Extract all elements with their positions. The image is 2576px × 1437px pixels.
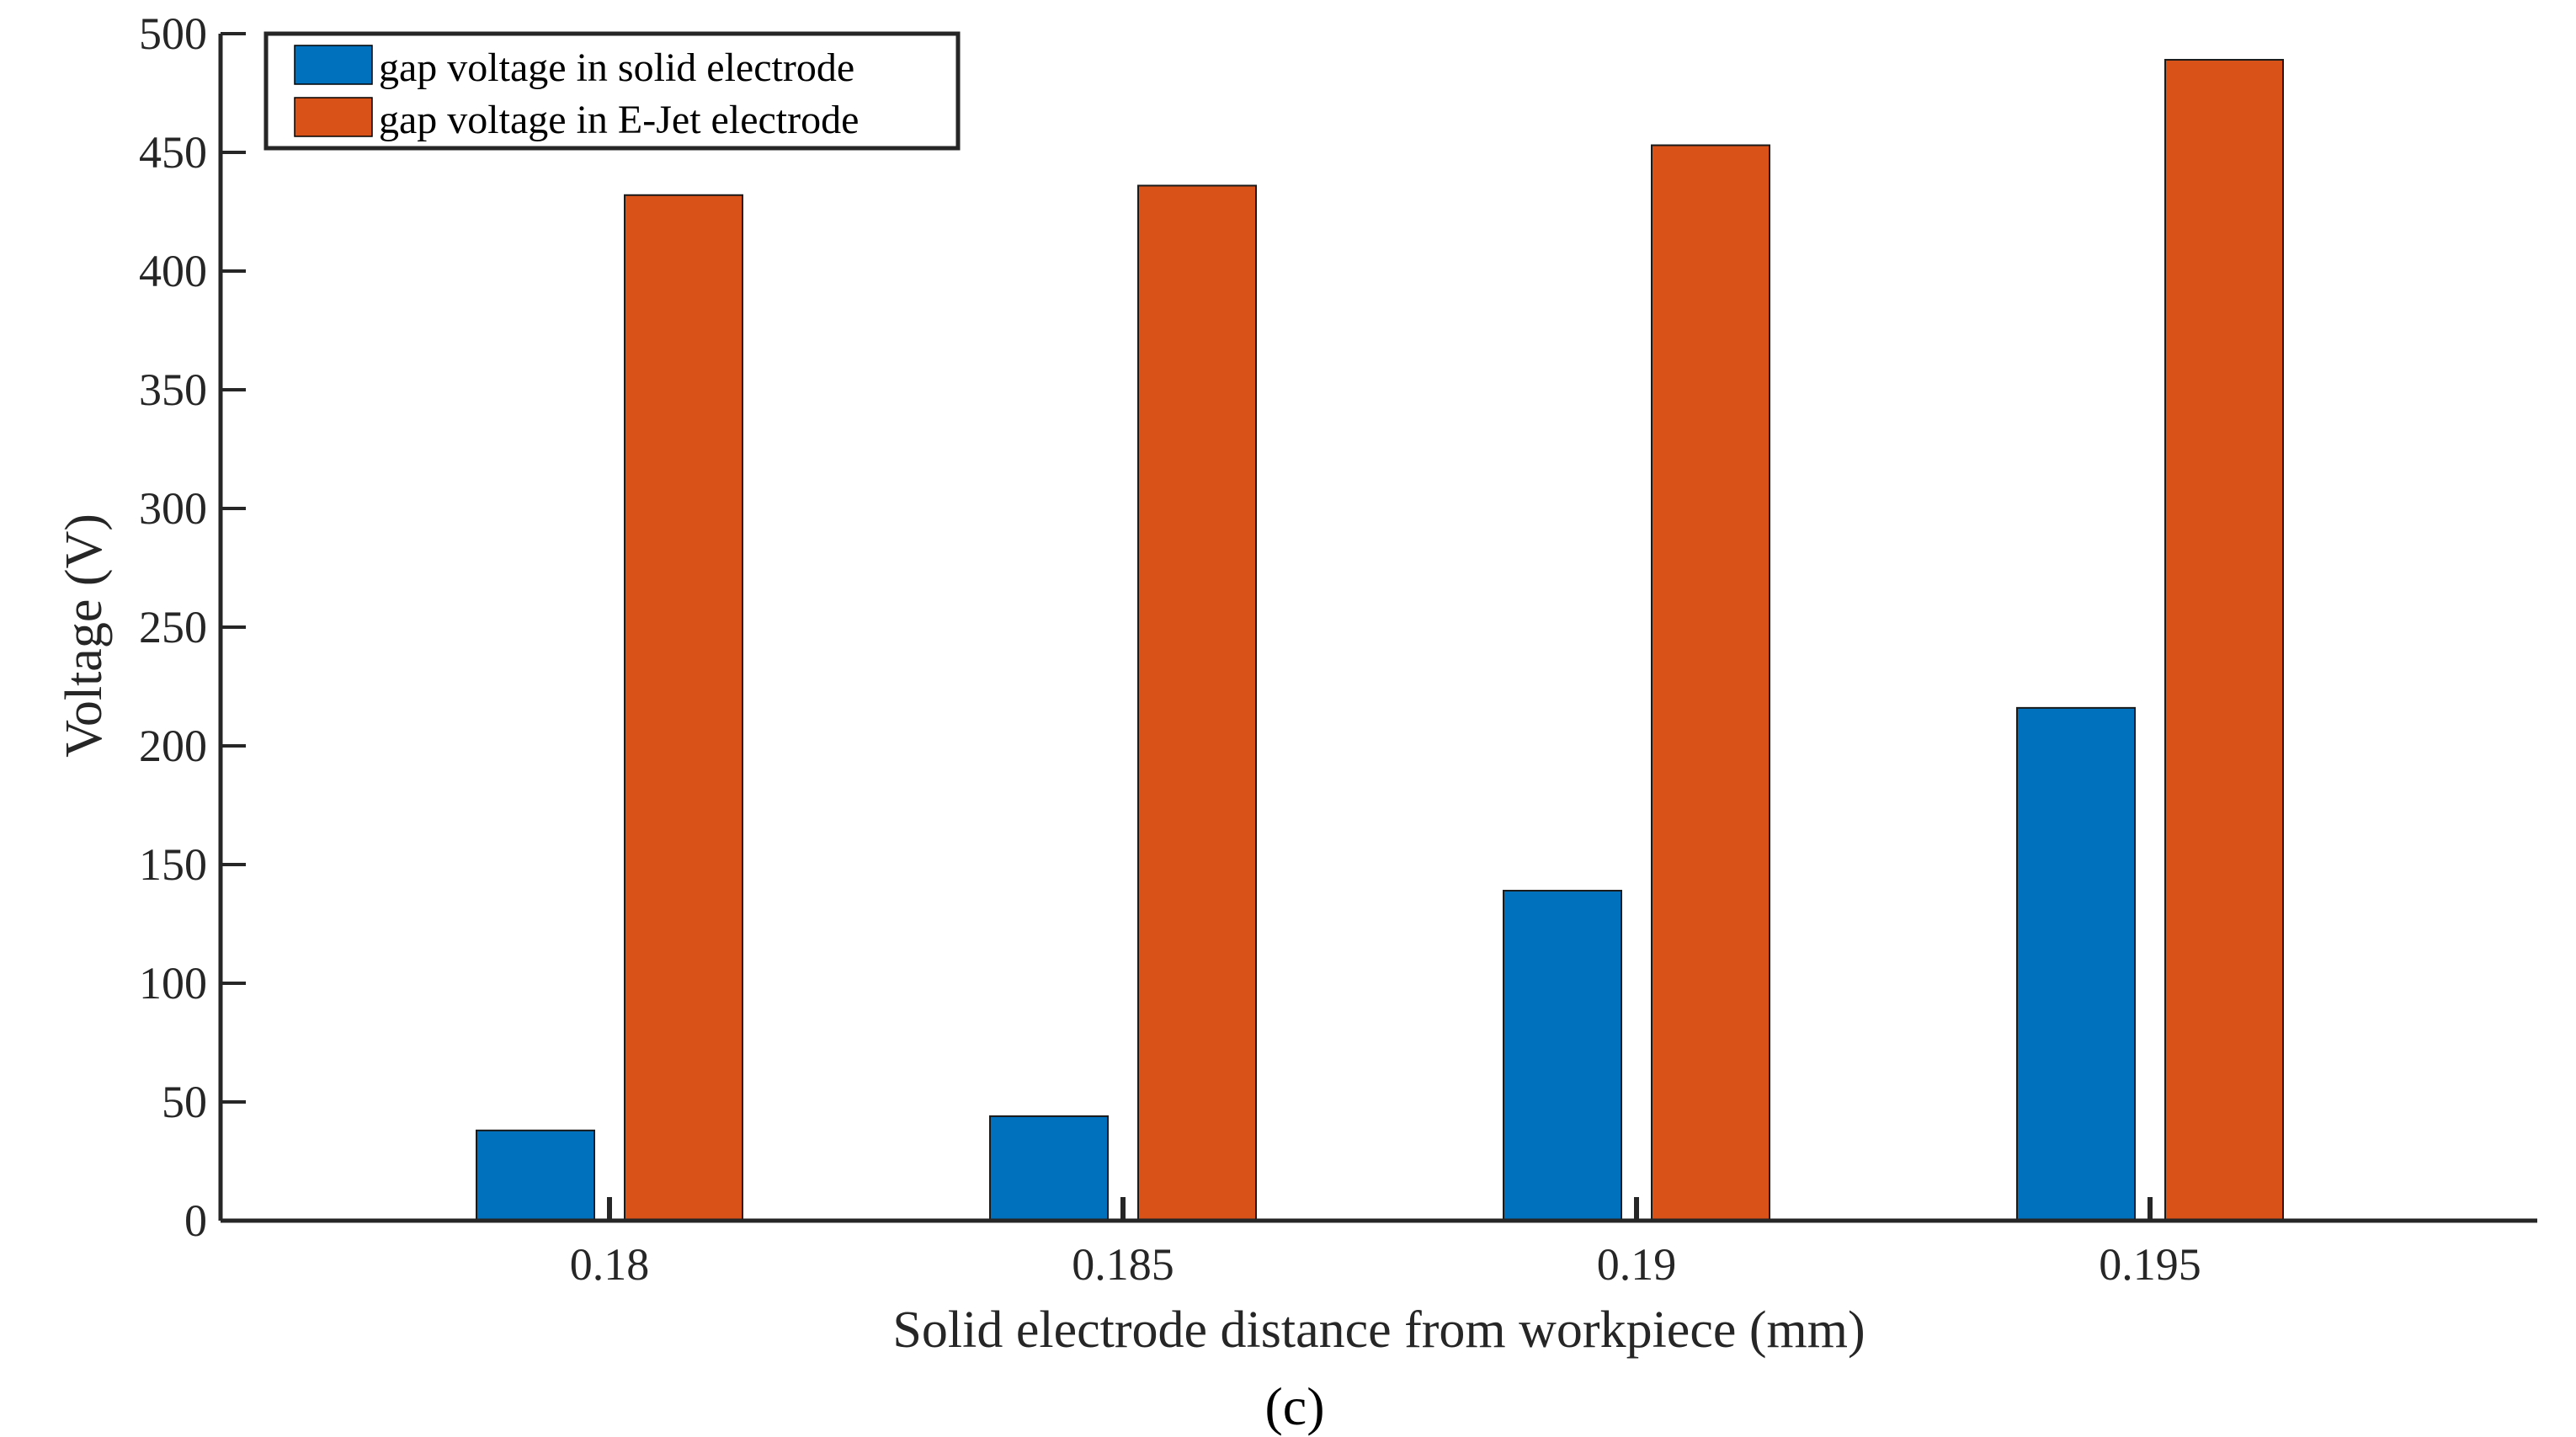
y-tick-label-500: 500 bbox=[139, 8, 207, 59]
bar-solid-0.18 bbox=[476, 1129, 595, 1221]
bar-ejet-0.19 bbox=[1651, 144, 1770, 1221]
legend-box bbox=[263, 31, 961, 151]
panel-label: (c) bbox=[1264, 1376, 1324, 1436]
bar-ejet-0.18 bbox=[624, 194, 743, 1221]
bars-layer bbox=[476, 59, 2284, 1222]
legend: gap voltage in solid electrode gap volta… bbox=[263, 31, 961, 151]
axes-layer: 0 50 100 150 200 250 300 350 400 450 500 0.18 0.185 0… bbox=[139, 8, 2537, 1290]
x-axis-title: Solid electrode distance from workpiece … bbox=[892, 1301, 1865, 1359]
legend-label-solid: gap voltage in solid electrode bbox=[379, 45, 854, 90]
y-tick-label-50: 50 bbox=[162, 1077, 207, 1127]
x-tick-label-0.185: 0.185 bbox=[1072, 1239, 1174, 1290]
legend-swatch-ejet bbox=[294, 97, 373, 137]
y-axis-title: Voltage (V) bbox=[56, 514, 113, 758]
y-tick-label-350: 350 bbox=[139, 365, 207, 415]
bar-ejet-0.195 bbox=[2164, 59, 2284, 1221]
x-tick-label-0.18: 0.18 bbox=[570, 1239, 650, 1290]
y-tick-label-150: 150 bbox=[139, 839, 207, 890]
y-tick-label-0: 0 bbox=[184, 1195, 207, 1246]
y-tick-label-450: 450 bbox=[139, 127, 207, 178]
legend-swatch-solid bbox=[294, 45, 373, 85]
bar-ejet-0.185 bbox=[1137, 184, 1257, 1222]
y-tick-label-300: 300 bbox=[139, 483, 207, 534]
x-tick-label-0.195: 0.195 bbox=[2099, 1239, 2201, 1290]
y-tick-label-200: 200 bbox=[139, 721, 207, 771]
bar-solid-0.195 bbox=[2016, 706, 2136, 1221]
y-tick-label-400: 400 bbox=[139, 246, 207, 296]
legend-label-ejet: gap voltage in E-Jet electrode bbox=[379, 98, 859, 142]
y-tick-label-250: 250 bbox=[139, 602, 207, 652]
bar-solid-0.19 bbox=[1503, 890, 1622, 1222]
bar-solid-0.185 bbox=[989, 1115, 1109, 1222]
y-tick-label-100: 100 bbox=[139, 958, 207, 1009]
x-tick-label-0.19: 0.19 bbox=[1597, 1239, 1677, 1290]
